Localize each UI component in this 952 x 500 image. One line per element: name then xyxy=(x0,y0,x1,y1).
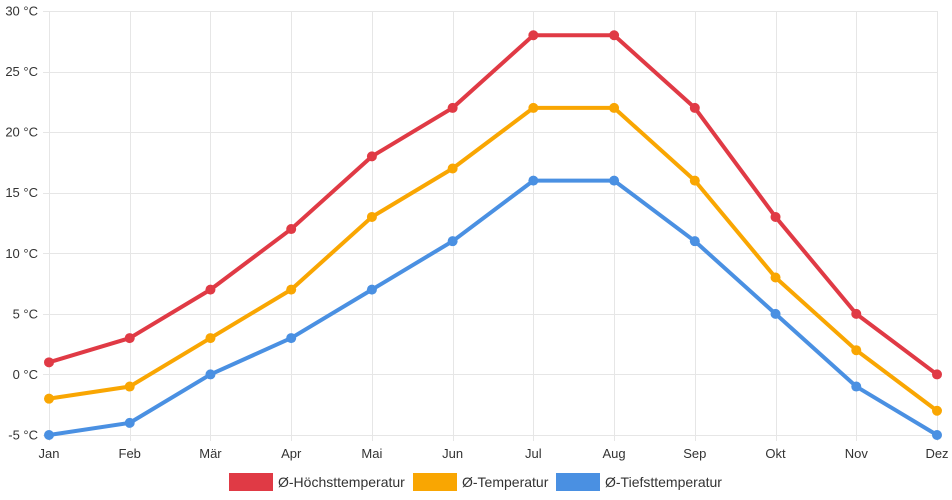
data-point xyxy=(932,405,942,416)
x-tick-label: Mär xyxy=(199,446,222,461)
data-point xyxy=(932,369,942,380)
y-tick-label: 0 °C xyxy=(13,367,38,382)
x-tick-label: Apr xyxy=(281,446,302,461)
data-point xyxy=(528,30,539,41)
x-tick-label: Jun xyxy=(442,446,463,461)
data-point xyxy=(366,151,377,162)
legend-swatch xyxy=(413,473,457,491)
data-point xyxy=(447,236,458,247)
data-point xyxy=(770,272,781,283)
data-point xyxy=(205,284,216,295)
grid-lines xyxy=(43,11,938,441)
y-tick-label: 10 °C xyxy=(5,246,38,261)
data-point xyxy=(609,30,620,41)
x-tick-label: Dez xyxy=(925,446,948,461)
data-point xyxy=(447,102,458,113)
y-tick-label: 30 °C xyxy=(5,4,38,19)
data-point xyxy=(124,381,135,392)
data-point xyxy=(851,381,862,392)
data-point xyxy=(770,308,781,319)
x-tick-label: Jul xyxy=(525,446,542,461)
data-point xyxy=(609,175,620,186)
data-point xyxy=(932,430,942,440)
series-line xyxy=(47,178,939,437)
data-point xyxy=(44,393,54,404)
x-tick-label: Jan xyxy=(39,446,60,461)
series-line xyxy=(47,33,939,377)
data-point xyxy=(447,163,458,174)
data-point xyxy=(286,333,297,344)
data-point xyxy=(44,357,54,368)
data-point xyxy=(689,175,700,186)
x-tick-label: Okt xyxy=(765,446,786,461)
x-tick-label: Sep xyxy=(683,446,706,461)
y-axis-tick-labels: -5 °C 0 °C 5 °C 10 °C 15 °C 20 °C 25 °C 30 °C xyxy=(5,4,38,443)
data-point xyxy=(286,284,297,295)
legend-item-1[interactable]: Ø-Höchsttemperatur xyxy=(229,473,405,491)
data-point xyxy=(851,345,862,356)
data-point xyxy=(609,102,620,113)
data-point xyxy=(205,369,216,380)
legend-label: Ø-Höchsttemperatur xyxy=(278,474,405,490)
x-axis-tick-labels: Jan Feb Mär Apr Mai Jun Jul Aug Sep Okt Nov Dez xyxy=(39,446,949,461)
legend-label: Ø-Tiefsttemperatur xyxy=(605,474,722,490)
series-3 xyxy=(44,175,942,440)
series-2 xyxy=(44,102,942,416)
x-tick-label: Feb xyxy=(119,446,141,461)
data-point xyxy=(124,333,135,344)
x-tick-label: Mai xyxy=(361,446,382,461)
x-tick-label: Nov xyxy=(845,446,869,461)
y-tick-label: 20 °C xyxy=(5,125,38,140)
data-point xyxy=(124,417,135,428)
data-point xyxy=(528,102,539,113)
series-1 xyxy=(44,30,942,380)
x-tick-label: Aug xyxy=(603,446,626,461)
y-tick-label: 15 °C xyxy=(5,185,38,200)
legend-label: Ø-Temperatur xyxy=(462,474,549,490)
data-point xyxy=(689,236,700,247)
series-lines xyxy=(44,30,942,440)
legend: Ø-Höchsttemperatur Ø-Temperatur Ø-Tiefstte… xyxy=(229,473,722,491)
data-point xyxy=(205,333,216,344)
data-point xyxy=(366,211,377,222)
data-point xyxy=(851,308,862,319)
legend-item-3[interactable]: Ø-Tiefsttemperatur xyxy=(556,473,722,491)
series-line xyxy=(47,105,939,413)
data-point xyxy=(770,211,781,222)
y-tick-label: 5 °C xyxy=(13,306,38,321)
legend-swatch xyxy=(556,473,600,491)
data-point xyxy=(689,102,700,113)
legend-item-2[interactable]: Ø-Temperatur xyxy=(413,473,549,491)
data-point xyxy=(528,175,539,186)
y-tick-label: -5 °C xyxy=(8,428,38,443)
data-point xyxy=(286,224,297,235)
data-point xyxy=(366,284,377,295)
y-tick-label: 25 °C xyxy=(5,64,38,79)
data-point xyxy=(44,430,54,440)
legend-swatch xyxy=(229,473,273,491)
